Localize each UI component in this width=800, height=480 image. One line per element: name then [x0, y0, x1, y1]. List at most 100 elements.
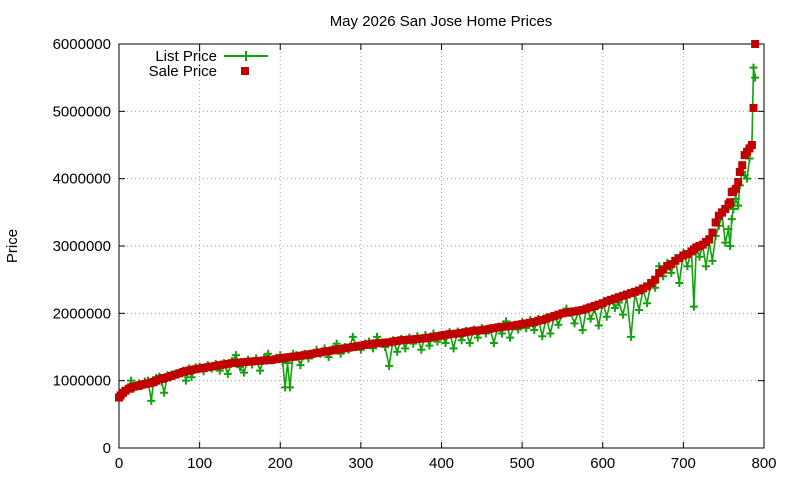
sale-price-point [239, 358, 248, 367]
sale-price-point [643, 282, 652, 291]
legend: List Price Sale Price [149, 48, 268, 80]
sale-price-point [397, 336, 406, 345]
list-price-point [695, 252, 704, 261]
list-price-point [506, 333, 515, 342]
list-price-point [181, 376, 190, 385]
sale-price-point [598, 299, 607, 308]
list-price-point [727, 215, 736, 224]
sale-price-point [364, 340, 373, 349]
sale-price-point [340, 344, 349, 353]
sale-price-point [433, 332, 442, 341]
list-price-point [554, 320, 563, 329]
list-price-point [285, 383, 294, 392]
sale-price-point [738, 161, 747, 170]
sale-price-point [734, 178, 743, 187]
sale-price-point [324, 347, 333, 356]
list-price-point [401, 344, 410, 353]
sale-price-point [705, 235, 714, 244]
sale-price-point [566, 307, 575, 316]
list-price-point [546, 329, 555, 338]
list-price-point [530, 326, 539, 335]
list-price-point [449, 344, 458, 353]
list-price-point [489, 338, 498, 347]
sale-price-point [610, 294, 619, 303]
sale-price-point [618, 291, 627, 300]
sale-price-point [320, 347, 329, 356]
sale-price-point [558, 309, 567, 318]
sale-price-point [534, 316, 543, 325]
sale-price-point [477, 326, 486, 335]
sale-price-point [570, 307, 579, 316]
legend-label-list-price: List Price [155, 48, 217, 65]
sale-price-point [252, 357, 261, 366]
y-tick-label: 1000000 [53, 373, 111, 390]
sale-price-point [300, 351, 309, 360]
sale-price-point [647, 279, 656, 288]
sale-price-point [614, 293, 623, 302]
list-price-point [231, 351, 240, 360]
sale-price-point [590, 301, 599, 310]
list-price-point [473, 333, 482, 342]
sale-price-point [749, 103, 758, 112]
sale-price-point [671, 256, 680, 265]
list-price-point [187, 373, 196, 382]
sale-price-point [437, 331, 446, 340]
sale-price-point [231, 358, 240, 367]
sale-price-point [497, 322, 506, 331]
axis-ticks: 0 100 200 300 400 500 600 700 800 0 1000000 2000000… [53, 36, 777, 472]
sale-price-point [485, 324, 494, 333]
sale-price-point [655, 268, 664, 277]
sale-price-point [735, 167, 744, 176]
x-tick-label: 100 [187, 455, 212, 472]
list-price-point [667, 268, 676, 277]
list-price-point [602, 312, 611, 321]
list-price-point [729, 204, 738, 213]
sale-price-point [747, 141, 756, 149]
list-price-point [743, 174, 752, 183]
sale-price-point [457, 328, 466, 337]
sale-price-point [510, 321, 519, 330]
sale-price-point [304, 350, 313, 359]
sale-price-point [409, 335, 418, 344]
sale-price-point [308, 349, 317, 358]
y-tick-label: 6000000 [53, 36, 111, 53]
list-price-point [147, 396, 156, 405]
sale-price-point [631, 287, 639, 296]
sale-price-point [679, 251, 688, 260]
sale-price-point [373, 339, 381, 348]
list-price-point [675, 279, 684, 288]
list-price-point [626, 332, 635, 341]
sale-price-point [256, 356, 265, 365]
y-tick-label: 5000000 [53, 103, 111, 120]
list-price-point [635, 305, 644, 314]
list-price-point [417, 345, 426, 354]
sale-price-point [223, 359, 232, 368]
sale-price-point [272, 355, 281, 364]
sale-price-series [115, 40, 760, 402]
list-price-point [296, 361, 305, 370]
sale-price-point [191, 365, 200, 374]
list-price-point [721, 238, 730, 247]
list-price-point [348, 332, 357, 341]
sale-price-point [721, 204, 730, 213]
sale-price-point [421, 334, 430, 343]
list-price-point [643, 299, 652, 308]
sale-price-point [530, 318, 539, 327]
sale-price-point [344, 343, 353, 352]
sale-price-point [663, 262, 672, 271]
sale-price-point [461, 328, 470, 337]
sale-price-point [586, 303, 595, 312]
sale-price-point [542, 314, 551, 323]
sale-price-point [445, 330, 454, 339]
list-price-point [689, 302, 698, 311]
sale-price-point [481, 325, 490, 334]
sale-price-point [622, 290, 631, 299]
list-price-point [749, 63, 758, 72]
list-price-point [457, 336, 466, 345]
list-price-point [393, 347, 402, 356]
sale-price-point [489, 324, 498, 333]
sale-price-point [514, 320, 523, 329]
list-price-point [497, 329, 506, 338]
list-price-series [115, 63, 760, 405]
list-price-point [256, 366, 265, 375]
